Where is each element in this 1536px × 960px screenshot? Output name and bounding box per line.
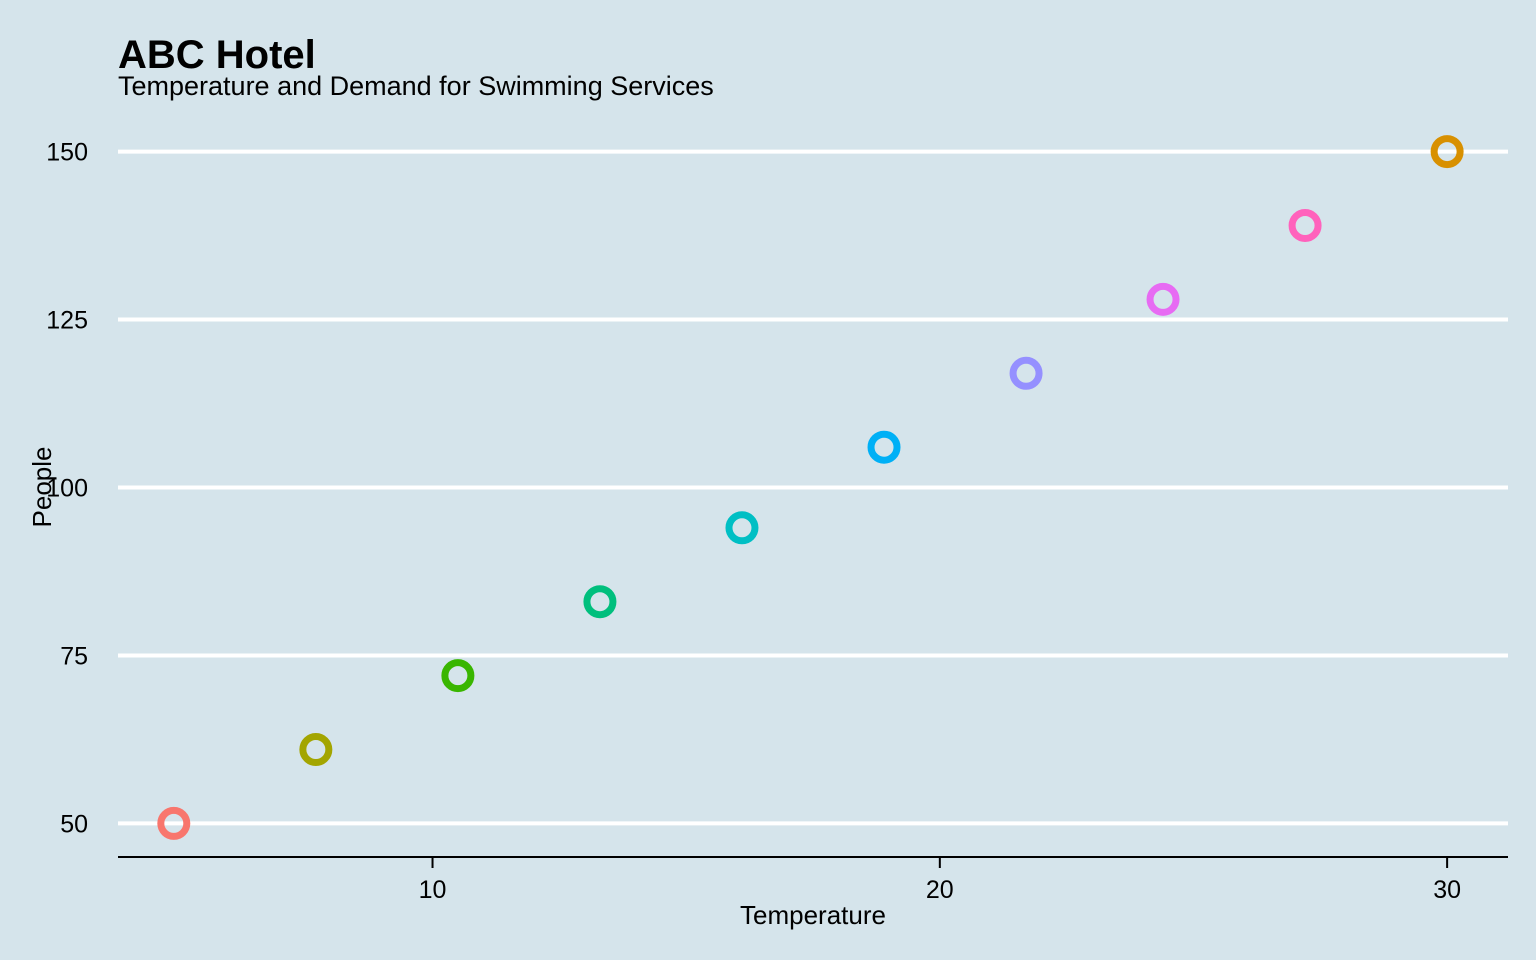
chart-title: ABC Hotel — [118, 33, 316, 77]
x-tick-label: 30 — [1433, 876, 1461, 904]
data-point-9 — [1288, 208, 1322, 242]
data-point-5 — [725, 511, 759, 545]
data-point-7 — [1009, 356, 1043, 390]
x-axis-ticks: 10 20 30 — [419, 857, 1461, 904]
x-tick-label: 20 — [926, 876, 954, 904]
data-point-3 — [441, 659, 475, 693]
data-point-6 — [867, 430, 901, 464]
y-tick-label: 150 — [46, 139, 88, 167]
data-point-2 — [299, 733, 333, 767]
y-axis-label: People — [27, 447, 57, 528]
y-tick-label: 50 — [60, 810, 88, 838]
data-point-1 — [157, 806, 191, 840]
data-point-10 — [1430, 135, 1464, 169]
data-point-4 — [583, 585, 617, 619]
chart-subtitle: Temperature and Demand for Swimming Serv… — [118, 71, 714, 101]
data-point-8 — [1146, 282, 1180, 316]
gridlines — [118, 149, 1508, 826]
x-axis-label: Temperature — [740, 900, 886, 930]
y-tick-label: 75 — [60, 642, 88, 670]
y-tick-label: 125 — [46, 307, 88, 335]
y-tick-label: 100 — [46, 475, 88, 503]
y-axis-ticks: 50 75 100 125 150 — [46, 139, 88, 839]
data-points — [157, 135, 1464, 840]
x-tick-label: 10 — [419, 876, 447, 904]
